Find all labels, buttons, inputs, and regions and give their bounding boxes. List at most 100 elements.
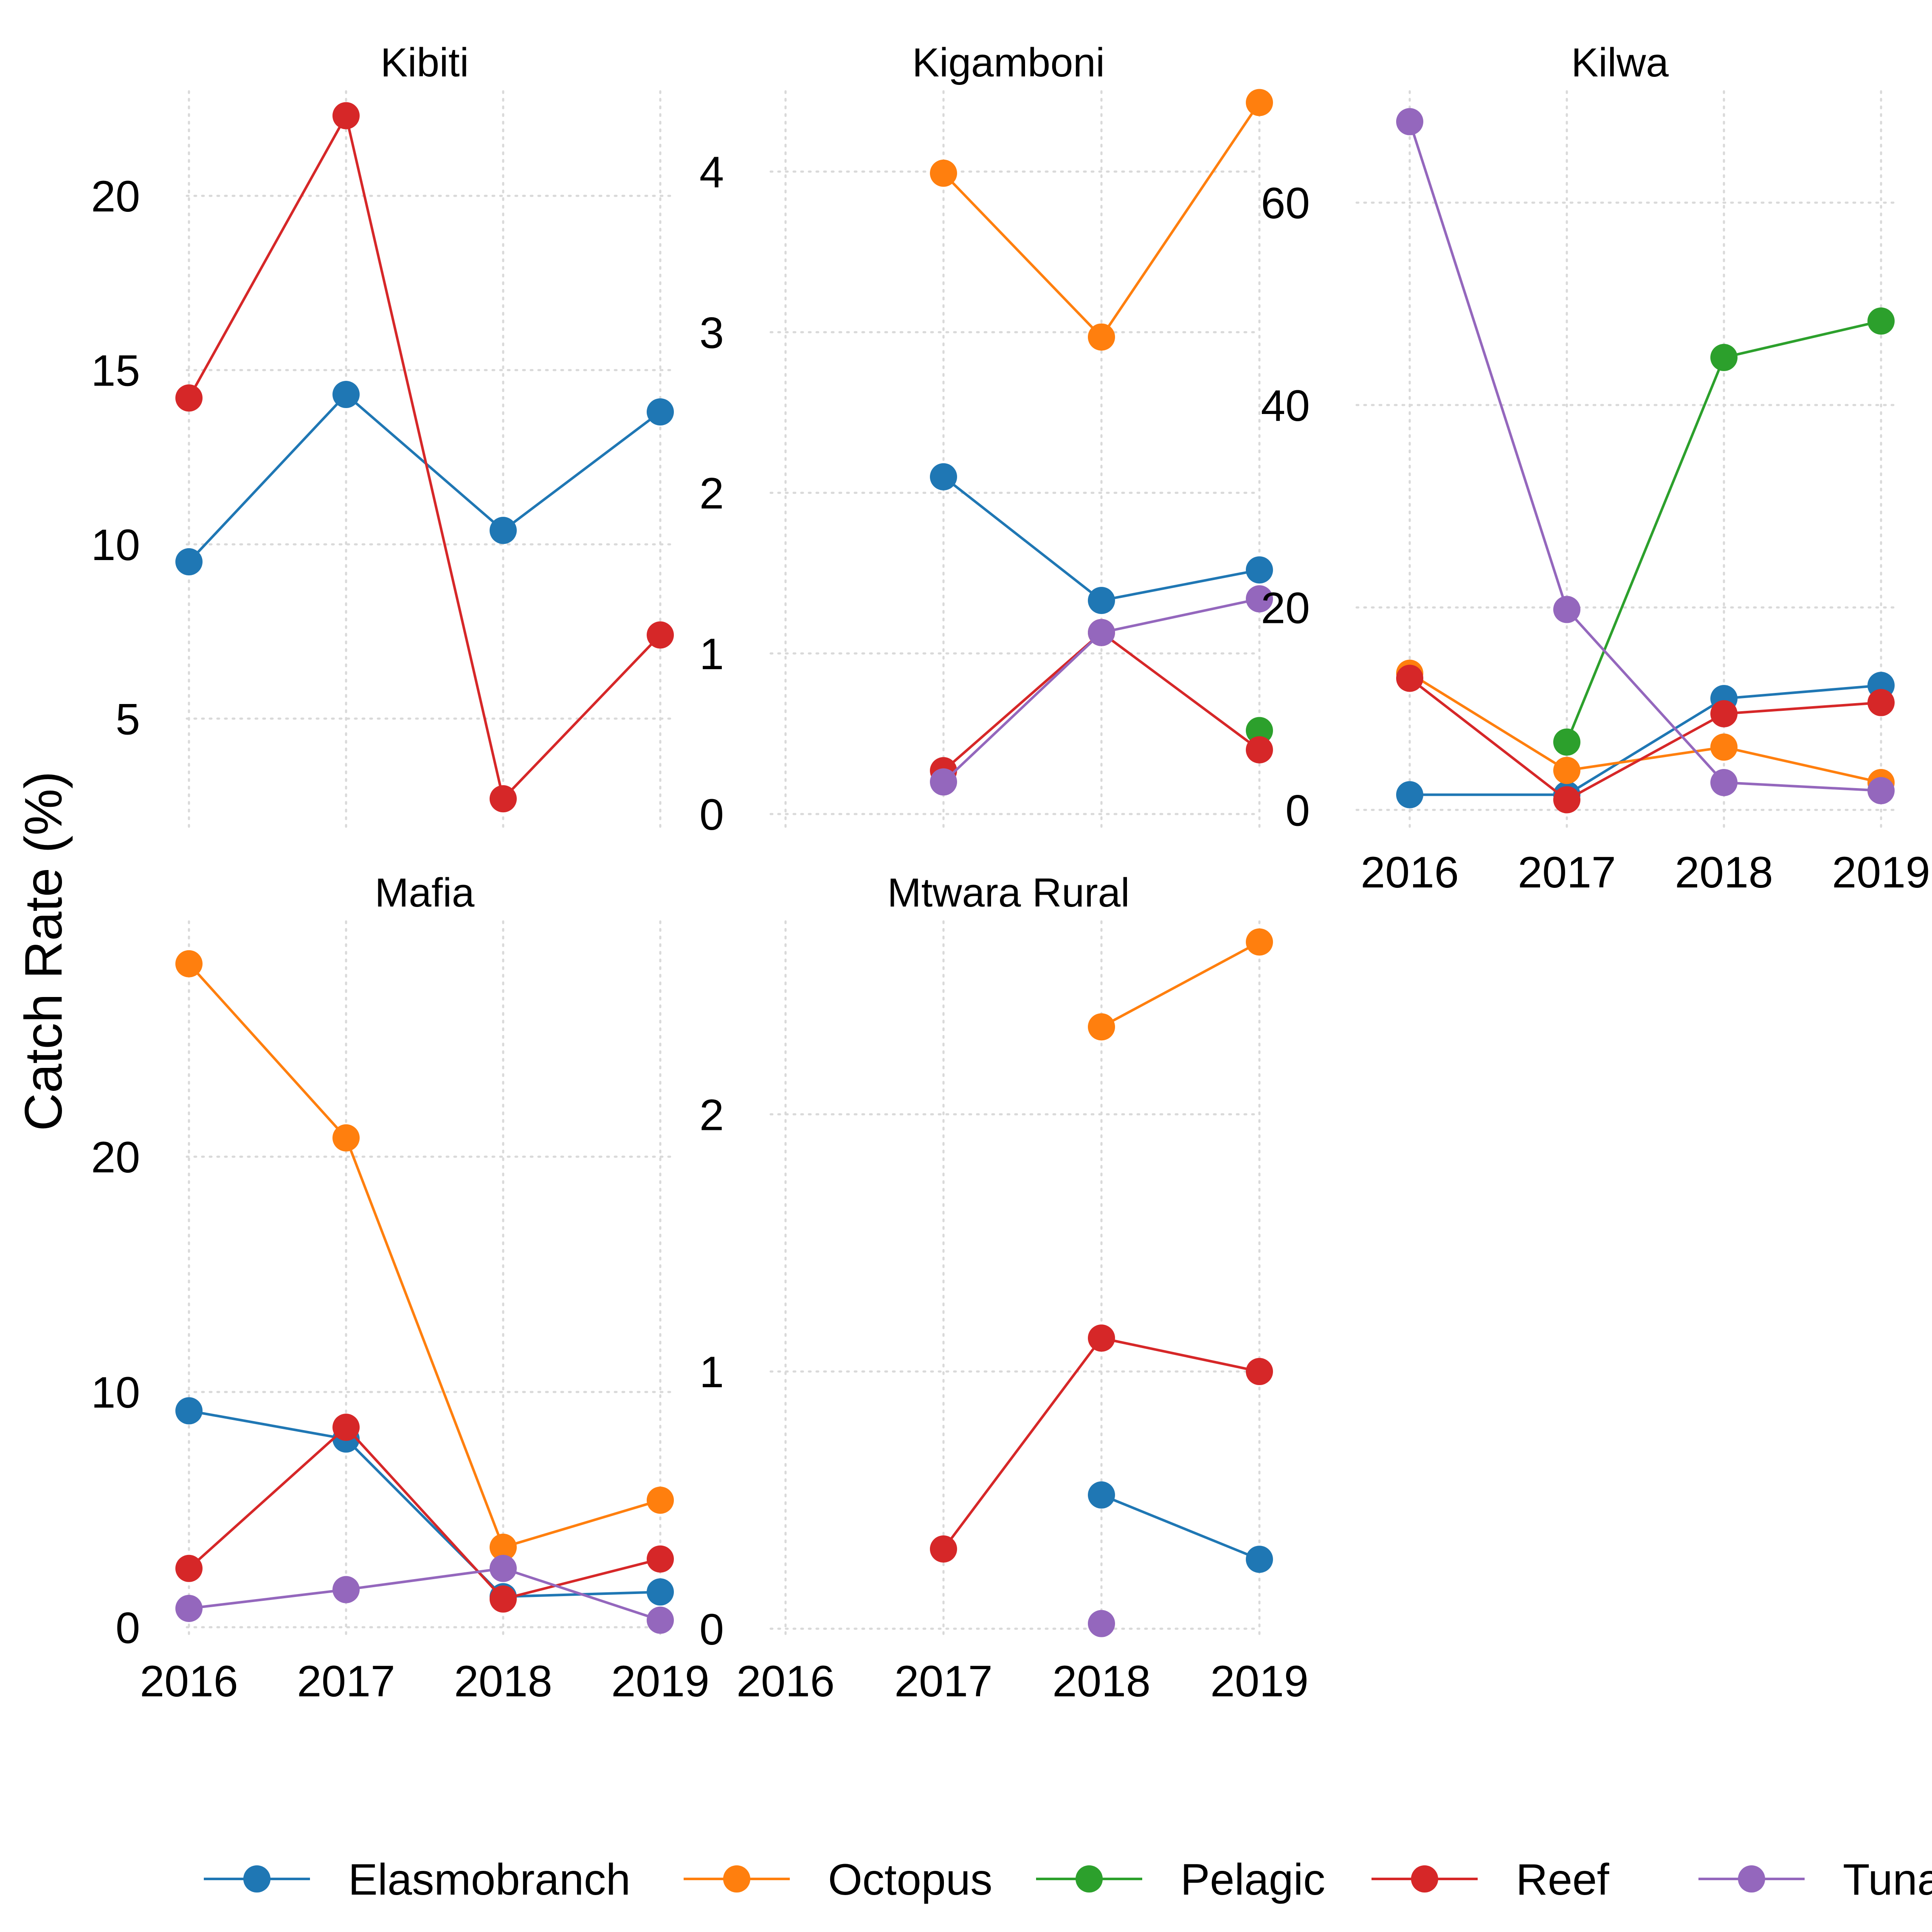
- series-tuna: [930, 585, 1273, 796]
- series-line: [188, 963, 661, 1549]
- data-point: [332, 1414, 360, 1441]
- data-point: [930, 159, 957, 187]
- legend-label: Pelagic: [1180, 1855, 1325, 1904]
- y-tick-label: 0: [115, 1603, 140, 1653]
- series-line: [1101, 941, 1260, 1028]
- data-point: [1867, 689, 1895, 716]
- y-tick-label: 0: [1285, 786, 1310, 835]
- series-octopus: [175, 950, 674, 1561]
- data-point: [175, 950, 203, 977]
- y-tick-label: 60: [1261, 179, 1310, 228]
- data-point: [1246, 89, 1273, 116]
- y-tick-label: 2: [699, 1090, 724, 1140]
- series-elasmobranch: [930, 463, 1273, 614]
- y-tick-label: 15: [91, 346, 140, 396]
- data-point: [1088, 323, 1115, 351]
- data-point: [1246, 556, 1273, 584]
- data-point: [332, 381, 360, 408]
- series-octopus: [1088, 928, 1273, 1041]
- series-reef: [1396, 665, 1895, 814]
- series-octopus: [930, 89, 1273, 351]
- series-pelagic: [1553, 307, 1895, 756]
- data-point: [332, 1576, 360, 1603]
- data-point: [1246, 717, 1273, 744]
- data-point: [332, 102, 360, 130]
- series-line: [1408, 121, 1881, 792]
- x-tick-label: 2019: [1210, 1657, 1308, 1706]
- y-axis-label: Catch Rate (%): [14, 771, 73, 1131]
- data-point: [175, 1555, 203, 1582]
- y-tick-label: 20: [91, 172, 140, 221]
- data-point: [647, 1606, 674, 1634]
- y-tick-label: 40: [1261, 381, 1310, 431]
- y-tick-label: 4: [699, 148, 724, 197]
- data-point: [647, 398, 674, 426]
- data-point: [1867, 777, 1895, 805]
- data-point: [1710, 769, 1738, 796]
- data-point: [1396, 781, 1423, 808]
- y-tick-label: 1: [699, 630, 724, 679]
- y-tick-label: 3: [699, 308, 724, 358]
- y-tick-label: 0: [699, 1605, 724, 1654]
- data-point: [332, 1124, 360, 1152]
- y-tick-label: 10: [91, 521, 140, 570]
- series-line: [188, 392, 661, 563]
- legend-item-tuna: Tuna: [1698, 1855, 1932, 1904]
- panel-kilwa: Kilwa 0 20 40 60 2016 2017 2018 2019: [1261, 40, 1930, 897]
- x-tick-label: 2018: [1052, 1657, 1150, 1706]
- data-point: [1088, 619, 1115, 646]
- data-point: [490, 1533, 517, 1561]
- series-pelagic: [1246, 717, 1273, 744]
- panel-kigamboni: Kigamboni 0 1 2 3 4: [699, 40, 1273, 839]
- x-tick-label: 2018: [1675, 848, 1773, 897]
- data-point: [930, 1535, 957, 1563]
- series-elasmobranch: [175, 381, 674, 576]
- data-point: [1246, 1546, 1273, 1573]
- y-tick-label: 2: [699, 469, 724, 518]
- data-point: [1553, 786, 1580, 814]
- legend-label: Tuna: [1843, 1855, 1932, 1904]
- data-point: [1088, 1481, 1115, 1509]
- data-point: [1088, 587, 1115, 614]
- series-line: [1409, 677, 1881, 802]
- y-tick-label: 5: [115, 695, 140, 744]
- x-tick-label: 2017: [894, 1657, 992, 1706]
- legend-marker: [1411, 1865, 1438, 1893]
- y-tick-label: 10: [91, 1368, 140, 1417]
- panel-mafia: Mafia 0 10 20 2016 2017 2018 2019: [91, 870, 709, 1706]
- data-point: [175, 1397, 203, 1425]
- panel-title: Mafia: [375, 870, 475, 915]
- data-point: [1246, 928, 1273, 956]
- panel-title: Mtwara Rural: [887, 870, 1130, 915]
- y-tick-label: 20: [91, 1133, 140, 1182]
- series-octopus: [1396, 659, 1895, 796]
- legend: Elasmobranch Octopus Pelagic Reef Tuna: [204, 1855, 1932, 1904]
- series-line: [1101, 1494, 1260, 1561]
- series-reef: [175, 1414, 674, 1613]
- series-line: [189, 1567, 661, 1622]
- legend-label: Elasmobranch: [348, 1855, 631, 1904]
- data-point: [490, 517, 517, 544]
- data-point: [1710, 733, 1738, 761]
- legend-item-pelagic: Pelagic: [1036, 1855, 1325, 1904]
- data-point: [647, 621, 674, 649]
- x-tick-label: 2016: [140, 1657, 238, 1706]
- series-tuna: [175, 1555, 674, 1634]
- data-point: [1246, 1358, 1273, 1386]
- data-point: [1710, 344, 1738, 371]
- legend-item-octopus: Octopus: [684, 1855, 992, 1904]
- series-line: [1410, 684, 1881, 796]
- data-point: [1553, 757, 1580, 784]
- panel-title: Kigamboni: [912, 40, 1105, 85]
- data-point: [1088, 1610, 1115, 1637]
- data-point: [490, 1585, 517, 1613]
- legend-item-elasmobranch: Elasmobranch: [204, 1855, 631, 1904]
- data-point: [647, 1545, 674, 1573]
- series-line: [188, 1425, 661, 1601]
- series-line: [1409, 672, 1881, 784]
- legend-label: Reef: [1516, 1855, 1610, 1904]
- panel-mtwara-rural: Mtwara Rural 0 1 2 2016 2017 2018 2019: [699, 870, 1309, 1706]
- legend-marker: [1738, 1865, 1765, 1893]
- legend-marker: [243, 1865, 270, 1893]
- series-line: [188, 112, 662, 802]
